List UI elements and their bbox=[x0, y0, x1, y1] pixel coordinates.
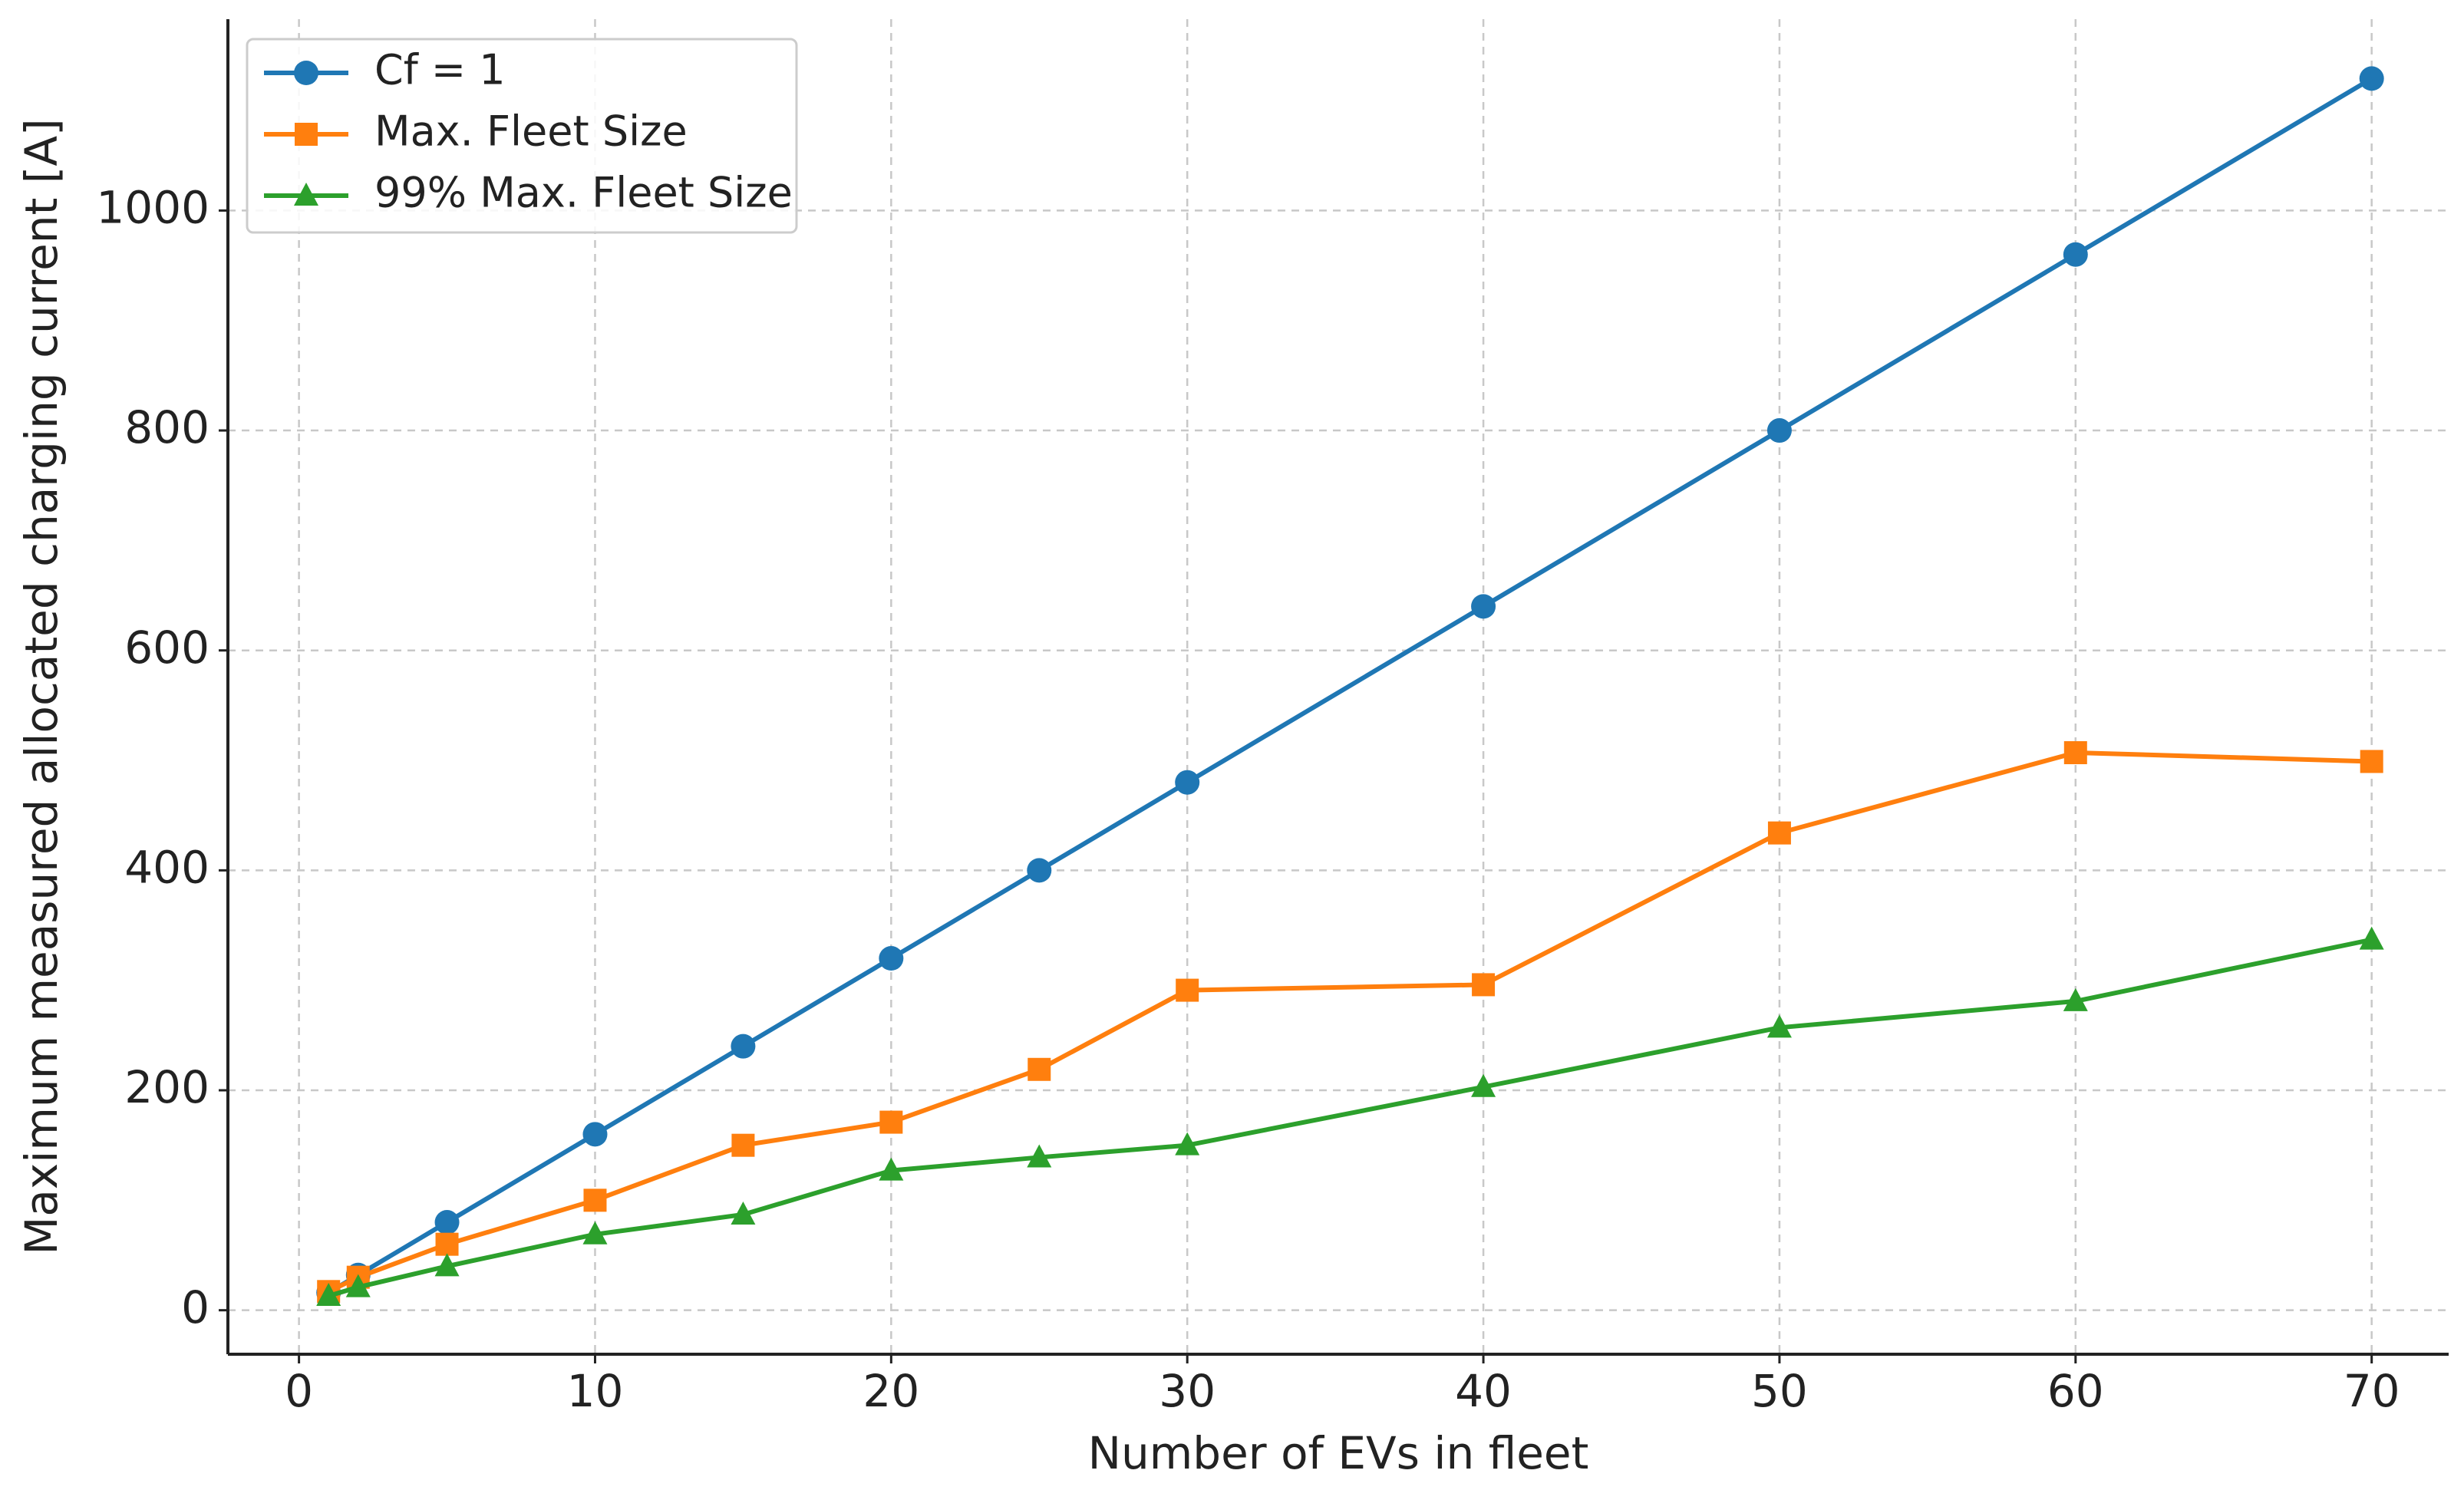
series-line bbox=[328, 937, 2373, 1298]
marker bbox=[434, 1253, 460, 1277]
legend-label: Max. Fleet Size bbox=[374, 107, 688, 156]
marker bbox=[1027, 1144, 1052, 1168]
series-line bbox=[327, 750, 2372, 1294]
x-tick-label: 60 bbox=[2047, 1365, 2104, 1417]
marker bbox=[294, 183, 318, 206]
marker bbox=[2063, 740, 2087, 764]
marker bbox=[731, 1133, 755, 1157]
x-tick-label: 30 bbox=[1159, 1365, 1216, 1417]
marker bbox=[345, 1274, 371, 1297]
legend: Cf = 1 Max. Fleet Size 99% Max. Fleet Size bbox=[246, 38, 798, 234]
marker bbox=[731, 1201, 756, 1225]
marker bbox=[1766, 418, 1792, 443]
x-tick-label: 20 bbox=[863, 1365, 919, 1417]
marker bbox=[1471, 1073, 1496, 1097]
marker bbox=[1471, 594, 1496, 619]
x-tick-label: 10 bbox=[567, 1365, 624, 1417]
marker bbox=[2063, 242, 2088, 267]
marker bbox=[316, 1283, 341, 1307]
y-tick-label: 600 bbox=[124, 621, 209, 674]
marker bbox=[1175, 770, 1200, 795]
marker bbox=[879, 1157, 904, 1181]
marker bbox=[582, 1221, 608, 1245]
x-tick-label: 70 bbox=[2344, 1365, 2400, 1417]
marker bbox=[879, 1110, 903, 1134]
marker bbox=[294, 61, 318, 85]
marker bbox=[879, 946, 904, 971]
marker bbox=[1175, 1132, 1200, 1155]
y-tick-label: 0 bbox=[181, 1281, 209, 1334]
x-tick-label: 0 bbox=[285, 1365, 313, 1417]
y-tick-label: 1000 bbox=[96, 181, 209, 233]
marker bbox=[1027, 858, 1052, 883]
marker bbox=[2063, 987, 2088, 1011]
legend-box bbox=[246, 38, 798, 234]
marker bbox=[2359, 926, 2384, 950]
marker bbox=[435, 1232, 459, 1256]
marker bbox=[582, 1122, 608, 1147]
x-tick-label: 40 bbox=[1455, 1365, 1512, 1417]
marker bbox=[1176, 978, 1199, 1002]
marker bbox=[1027, 1057, 1051, 1081]
marker bbox=[1472, 973, 1496, 997]
marker bbox=[2359, 66, 2384, 91]
y-tick-label: 400 bbox=[124, 841, 209, 893]
y-tick-label: 800 bbox=[124, 401, 209, 453]
series-line bbox=[327, 76, 2373, 1295]
marker bbox=[1766, 1014, 1792, 1038]
marker bbox=[583, 1188, 607, 1212]
x-axis-label: Number of EVs in fleet bbox=[1088, 1427, 1589, 1479]
legend-label: Cf = 1 bbox=[374, 46, 506, 94]
marker bbox=[434, 1210, 460, 1235]
legend-label: 99% Max. Fleet Size bbox=[374, 169, 793, 217]
marker bbox=[2360, 750, 2383, 773]
marker bbox=[731, 1034, 756, 1059]
x-tick-label: 50 bbox=[1751, 1365, 1808, 1417]
y-axis-label: Maximum measured allocated charging curr… bbox=[15, 118, 68, 1254]
y-tick-label: 200 bbox=[124, 1061, 209, 1113]
marker bbox=[1767, 821, 1791, 845]
marker bbox=[295, 123, 318, 146]
